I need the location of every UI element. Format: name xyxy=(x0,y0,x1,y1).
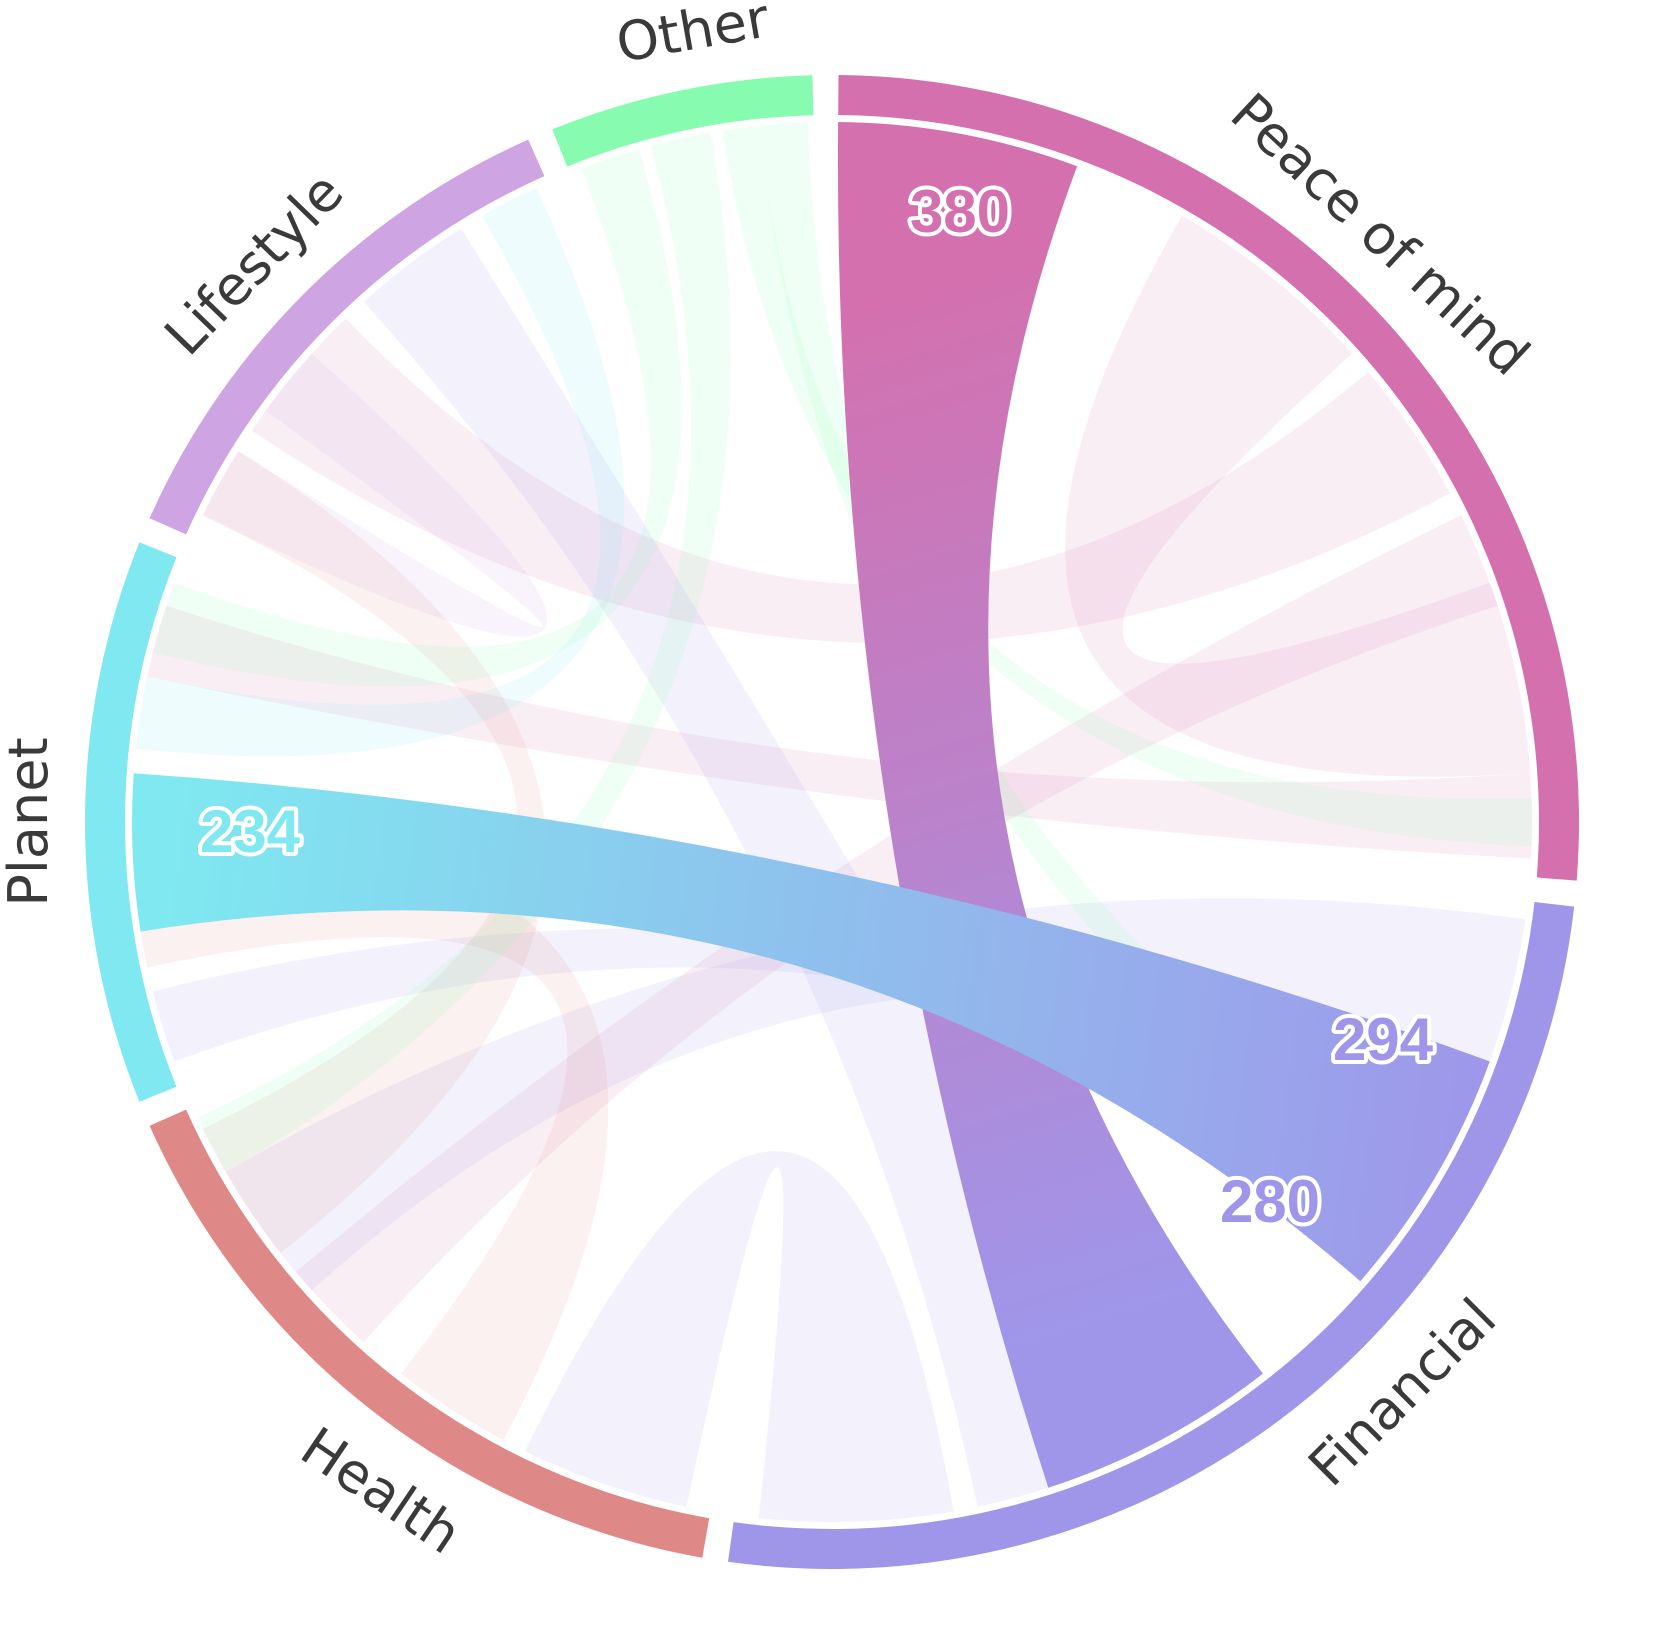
ribbon-other-health xyxy=(197,132,731,1173)
ribbon-health-planet xyxy=(132,822,609,1441)
ribbon-health-lifestyle xyxy=(202,451,547,1254)
ribbon-peace-of-mind-planet xyxy=(147,605,1532,859)
label-planet: Planet xyxy=(0,737,60,906)
label-lifestyle: Lifestyle xyxy=(153,160,356,367)
ribbon-planet-financial[interactable] xyxy=(131,773,1490,1282)
value-label-planet-234: 234 xyxy=(200,798,301,865)
ribbon-financial-health xyxy=(525,1150,954,1523)
ribbon-lifestyle-lifestyle xyxy=(202,353,548,637)
group-arcs xyxy=(85,75,1580,1569)
ribbon-peace-of-mind-financial[interactable] xyxy=(837,122,1263,1488)
ribbon-peace-of-mind-lifestyle xyxy=(251,318,1451,644)
value-labels: 380 280 294 234 xyxy=(196,174,1438,1239)
ribbon-other-planet xyxy=(152,149,682,687)
label-financial: Financial xyxy=(1296,1286,1508,1498)
arc-lifestyle[interactable] xyxy=(149,139,545,535)
ribbon-planet-lifestyle xyxy=(135,187,625,757)
highlighted-ribbons xyxy=(131,122,1490,1488)
ribbon-peace-of-mind-peace-of-mind xyxy=(1065,215,1531,777)
arc-other[interactable] xyxy=(552,75,814,167)
ribbon-peace-of-mind-health xyxy=(295,515,1498,1343)
arc-health[interactable] xyxy=(149,1109,710,1558)
value-label-financial-294: 294 xyxy=(1333,1006,1434,1073)
value-label-peace-of-mind-380: 380 xyxy=(910,178,1010,245)
arc-planet[interactable] xyxy=(85,542,177,1102)
label-other: Other xyxy=(612,0,775,75)
value-label-financial-280: 280 xyxy=(1220,1168,1320,1235)
